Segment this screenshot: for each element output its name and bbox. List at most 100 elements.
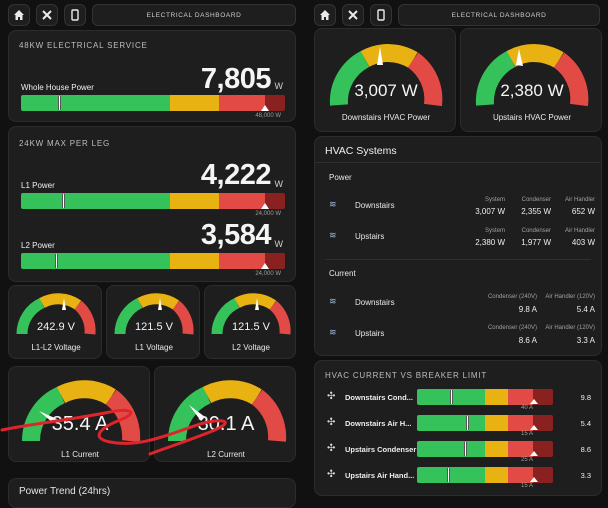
tools-button-right[interactable] <box>342 4 364 26</box>
phone-button-right[interactable] <box>370 4 392 26</box>
hvac-power-gauge-card-1: 3,007 W Downstairs HVAC Power <box>314 28 456 132</box>
current-row-name-downstairs: Downstairs <box>355 298 395 307</box>
current-h2-downstairs: Air Handler (120V) <box>545 294 595 300</box>
right-dashboard: ELECTRICAL DASHBOARD 3,007 W Downstairs … <box>306 0 608 500</box>
breaker-row-name: Upstairs Air Hand... <box>345 471 415 480</box>
trend-card: Power Trend (24hrs) <box>8 478 296 508</box>
breaker-bar <box>417 441 553 457</box>
l2-power-max: 24,000 W <box>255 271 281 277</box>
phone-icon <box>71 9 79 21</box>
home-icon <box>14 10 24 20</box>
whole-house-unit: W <box>274 81 284 91</box>
l1-power-label: L1 Power <box>21 181 55 190</box>
fan-icon: ✣ <box>327 469 336 480</box>
l1-power-value: 4,222 <box>200 159 272 191</box>
voltage-gauge-card-3: 121.5 V L2 Voltage <box>204 285 296 359</box>
breaker-card: HVAC CURRENT VS BREAKER LIMIT ✣ Downstair… <box>314 360 602 496</box>
power-h2-upstairs: Condenser <box>521 228 551 234</box>
breaker-value: 5.4 <box>580 419 591 428</box>
hvac-systems-title: HVAC Systems <box>325 145 397 157</box>
voltage-gauge-1 <box>16 293 96 335</box>
power-v1-upstairs: 2,380 W <box>475 238 505 247</box>
l1-limit-marker <box>261 203 269 209</box>
tools-icon <box>42 10 52 20</box>
current-v2-downstairs: 5.4 A <box>576 305 595 314</box>
red-scribble-annotation <box>0 408 227 456</box>
whole-house-value: 7,805 <box>200 63 272 95</box>
breaker-bar <box>417 467 553 483</box>
hvac-icon: ≋ <box>329 296 337 306</box>
current-h1-upstairs: Condenser (240V) <box>487 325 537 331</box>
power-h1-downstairs: System <box>484 197 505 203</box>
dashboard-title-bar-right[interactable]: ELECTRICAL DASHBOARD <box>398 4 600 26</box>
home-icon <box>320 10 330 20</box>
phone-button[interactable] <box>64 4 86 26</box>
breaker-title: HVAC CURRENT VS BREAKER LIMIT <box>325 371 488 380</box>
tools-icon <box>348 10 358 20</box>
breaker-value: 8.6 <box>580 445 591 454</box>
breaker-row-name: Downstairs Air H... <box>345 419 412 428</box>
tools-button[interactable] <box>36 4 58 26</box>
current-name-2: L2 Current <box>207 450 245 459</box>
fan-icon: ✣ <box>327 417 336 428</box>
breaker-limit: 40 A <box>521 405 534 411</box>
whole-house-label: Whole House Power <box>21 83 94 92</box>
voltage-gauge-card-2: 121.5 V L1 Voltage <box>106 285 200 359</box>
breaker-row: ✣ Downstairs Cond... 40 A 9.8 <box>315 389 603 413</box>
whole-house-needle <box>58 96 61 110</box>
current-h1-downstairs: Condenser (240V) <box>487 294 537 300</box>
home-button-right[interactable] <box>314 4 336 26</box>
voltage-name-2: L1 Voltage <box>135 343 173 352</box>
breaker-limit-marker <box>530 477 538 482</box>
l1-power-bar <box>21 193 285 209</box>
current-section-title: Current <box>329 269 356 278</box>
current-v1-upstairs: 8.6 A <box>518 336 537 345</box>
legs-card: 24KW MAX PER LEG L1 Power 4,222 W 24,000… <box>8 126 296 282</box>
breaker-needle <box>447 468 450 482</box>
power-h2-downstairs: Condenser <box>521 197 551 203</box>
breaker-needle <box>450 390 453 404</box>
current-gauge-card-2: 30.1 A L2 Current <box>154 366 296 462</box>
power-row-name-upstairs: Upstairs <box>355 232 385 241</box>
breaker-needle <box>466 416 469 430</box>
power-h3-upstairs: Air Handler <box>564 228 595 234</box>
power-h3-downstairs: Air Handler <box>564 197 595 203</box>
dashboard-title-bar[interactable]: ELECTRICAL DASHBOARD <box>92 4 296 26</box>
power-h1-upstairs: System <box>484 228 505 234</box>
l2-power-unit: W <box>274 239 284 249</box>
breaker-row: ✣ Upstairs Condenser 25 A 8.6 <box>315 441 603 465</box>
hvac-power-name-2: Upstairs HVAC Power <box>492 113 572 122</box>
breaker-limit: 15 A <box>521 431 534 437</box>
hvac-systems-card: HVAC Systems Power ≋ Downstairs System C… <box>314 136 602 356</box>
hvac-power-value-2: 2,380 W <box>500 81 564 100</box>
hvac-icon: ≋ <box>329 230 337 240</box>
breaker-limit-marker <box>530 399 538 404</box>
l2-limit-marker <box>261 263 269 269</box>
voltage-value-1: 242.9 V <box>37 321 75 333</box>
fan-icon: ✣ <box>327 443 336 454</box>
breaker-value: 3.3 <box>580 471 591 480</box>
legs-title: 24KW MAX PER LEG <box>19 139 111 148</box>
whole-house-max: 48,000 W <box>255 113 281 119</box>
voltage-value-2: 121.5 V <box>135 321 173 333</box>
voltage-gauge-card-1: 242.9 V L1-L2 Voltage <box>8 285 102 359</box>
hvac-icon: ≋ <box>329 199 337 209</box>
current-name-1: L1 Current <box>61 450 99 459</box>
power-row-name-downstairs: Downstairs <box>355 201 395 210</box>
power-v2-upstairs: 1,977 W <box>521 238 551 247</box>
l2-power-bar <box>21 253 285 269</box>
whole-house-limit-marker <box>261 105 269 111</box>
home-button[interactable] <box>8 4 30 26</box>
power-section-title: Power <box>329 173 352 182</box>
breaker-limit-marker <box>530 451 538 456</box>
service-title: 48KW ELECTRICAL SERVICE <box>19 41 148 50</box>
breaker-limit: 15 A <box>521 483 534 489</box>
breaker-value: 9.8 <box>580 393 591 402</box>
l2-power-value: 3,584 <box>200 219 272 251</box>
current-v1-downstairs: 9.8 A <box>518 305 537 314</box>
l2-power-needle <box>55 254 58 268</box>
l1-power-max: 24,000 W <box>255 211 281 217</box>
voltage-name-3: L2 Voltage <box>232 343 270 352</box>
breaker-limit: 25 A <box>521 457 534 463</box>
voltage-name-1: L1-L2 Voltage <box>31 343 81 352</box>
